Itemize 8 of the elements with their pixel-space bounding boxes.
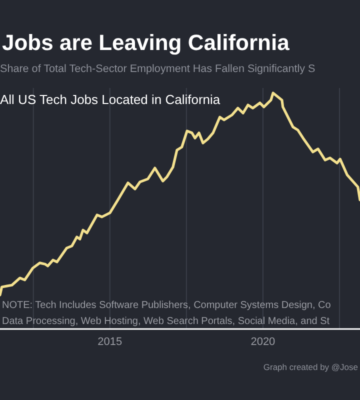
annotation: Data Processing, Web Hosting, Web Search Portals, Social Media, and St <box>2 316 330 327</box>
y-axis-title: All US Tech Jobs Located in California <box>0 92 221 107</box>
chart-title: Jobs are Leaving California <box>2 30 290 55</box>
text: Graph created by @Jose <box>263 362 358 372</box>
chart-subtitle: Share of Total Tech-Sector Employment Has Fallen Significantly S <box>0 63 316 75</box>
x-tick-label: 2015 <box>98 336 122 348</box>
x-tick-label: 2020 <box>250 336 276 348</box>
annotation: NOTE: Tech Includes Software Publishers, Computer Systems Design, Co <box>2 300 332 311</box>
